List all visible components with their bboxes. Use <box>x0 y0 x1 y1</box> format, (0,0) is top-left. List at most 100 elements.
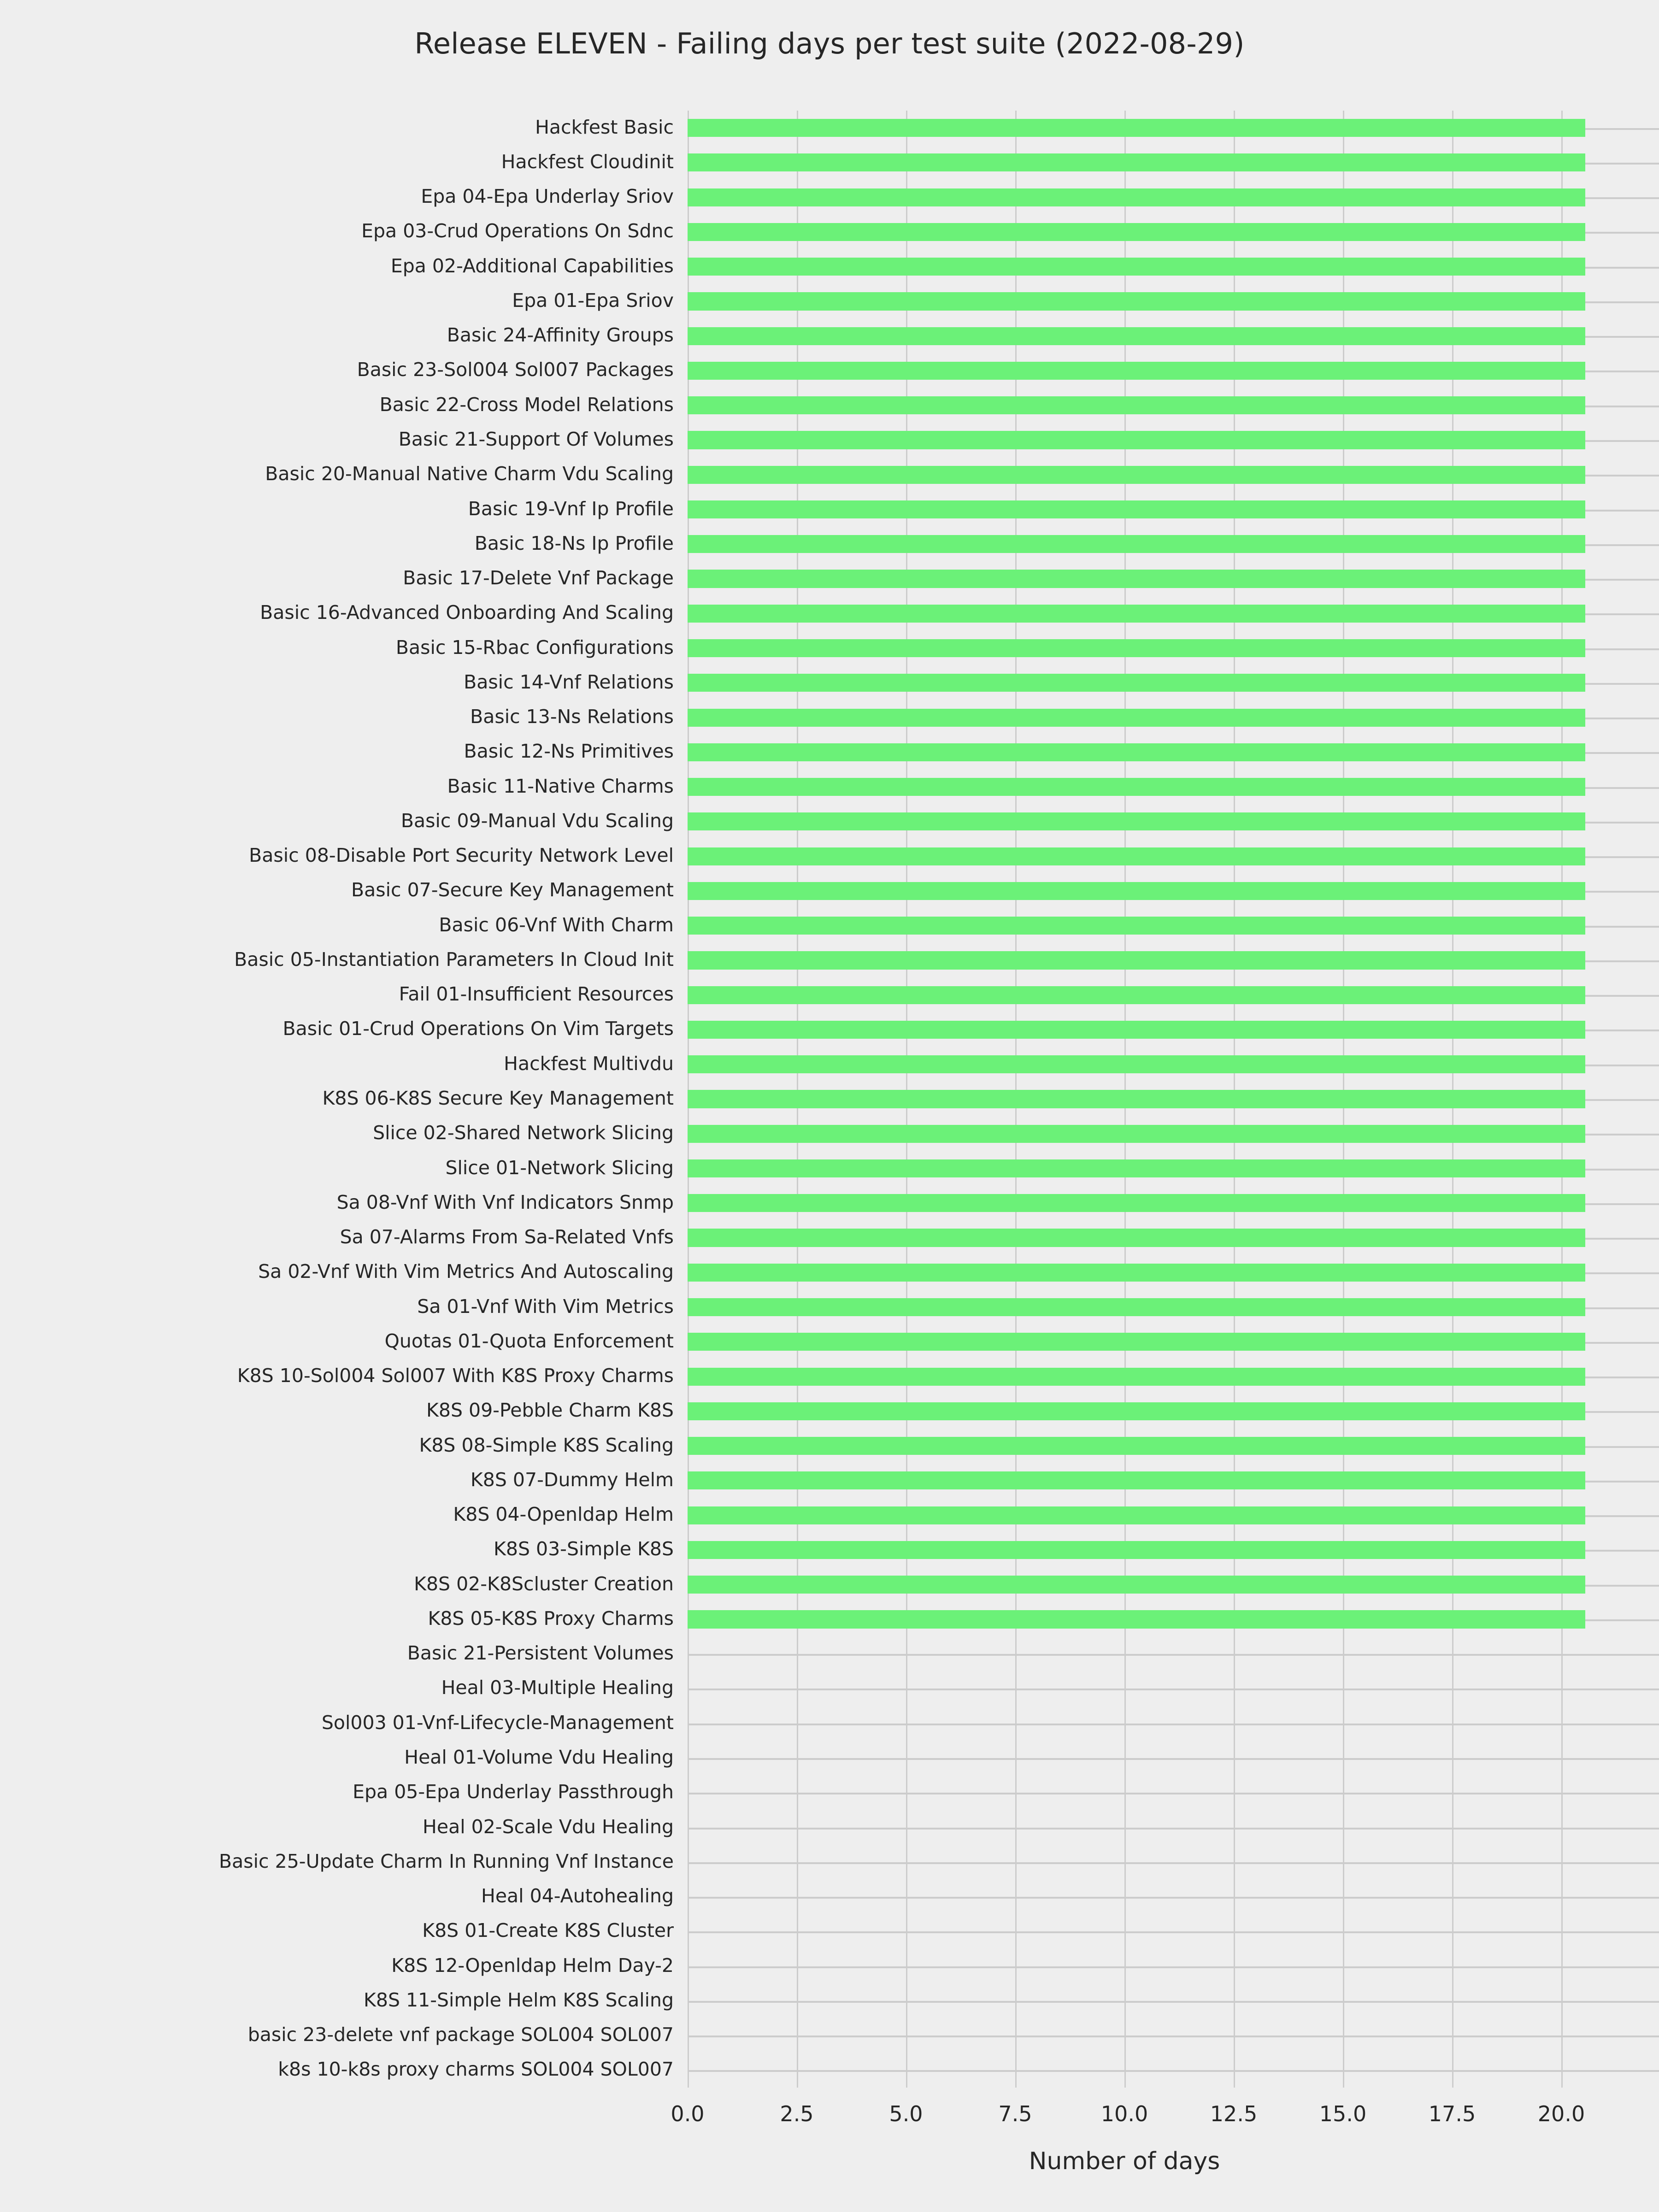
y-tick-label: K8S 08-Simple K8S Scaling <box>419 1434 674 1456</box>
bar <box>688 1020 1586 1039</box>
y-tick-label: Hackfest Cloudinit <box>501 150 674 173</box>
y-tick-label: Basic 16-Advanced Onboarding And Scaling <box>260 601 674 624</box>
y-gridline <box>688 1758 1659 1760</box>
y-tick-label: Basic 11-Native Charms <box>447 775 674 797</box>
bar <box>688 223 1586 241</box>
x-axis-label: Number of days <box>1029 2147 1220 2175</box>
y-tick-label: Quotas 01-Quota Enforcement <box>384 1330 674 1352</box>
y-gridline <box>688 1723 1659 1725</box>
bar <box>688 778 1586 796</box>
bar <box>688 1124 1586 1143</box>
y-gridline <box>688 1793 1659 1795</box>
y-tick-label: K8S 02-K8Scluster Creation <box>414 1572 674 1595</box>
y-gridline <box>688 2070 1659 2072</box>
y-tick-label: Basic 25-Update Charm In Running Vnf Ins… <box>219 1850 674 1872</box>
bar <box>688 465 1586 484</box>
y-gridline <box>688 1654 1659 1656</box>
y-tick-label: Basic 21-Persistent Volumes <box>407 1642 674 1665</box>
y-tick-label: Basic 13-Ns Relations <box>470 706 674 728</box>
y-tick-label: K8S 09-Pebble Charm K8S <box>426 1399 674 1422</box>
y-tick-label: Slice 01-Network Slicing <box>445 1156 674 1179</box>
bar <box>688 1333 1586 1351</box>
y-tick-label: Basic 01-Crud Operations On Vim Targets <box>282 1018 674 1040</box>
y-tick-label: Epa 05-Epa Underlay Passthrough <box>353 1781 674 1803</box>
y-tick-label: K8S 01-Create K8S Cluster <box>422 1919 674 1942</box>
y-gridline <box>688 1688 1659 1691</box>
bar <box>688 292 1586 311</box>
bar <box>688 882 1586 900</box>
y-tick-label: Epa 02-Additional Capabilities <box>390 254 674 277</box>
bar <box>688 327 1586 345</box>
y-tick-label: Heal 04-Autohealing <box>481 1885 674 1907</box>
y-tick-label: Hackfest Multivdu <box>504 1052 674 1075</box>
bar <box>688 812 1586 831</box>
bar <box>688 396 1586 415</box>
bar <box>688 535 1586 553</box>
bar <box>688 917 1586 935</box>
y-tick-label: Basic 12-Ns Primitives <box>464 740 674 763</box>
bar <box>688 1194 1586 1212</box>
y-axis-tick-labels: Hackfest Basic Hackfest Cloudinit Epa 04-E… <box>0 111 674 2088</box>
y-tick-label: Basic 20-Manual Native Charm Vdu Scaling <box>265 463 674 485</box>
bar <box>688 1610 1586 1629</box>
bar <box>688 570 1586 588</box>
bar <box>688 1541 1586 1559</box>
bar <box>688 743 1586 761</box>
y-gridline <box>688 1897 1659 1899</box>
y-tick-label: k8s 10-k8s proxy charms SOL004 SOL007 <box>278 2058 674 2081</box>
y-gridline <box>688 2000 1659 2003</box>
y-tick-label: Heal 01-Volume Vdu Healing <box>404 1746 674 1768</box>
bar <box>688 1506 1586 1524</box>
y-gridline <box>688 1966 1659 1968</box>
y-tick-label: Epa 03-Crud Operations On Sdnc <box>361 220 674 242</box>
bar <box>688 674 1586 692</box>
y-tick-label: Epa 01-Epa Sriov <box>512 289 674 312</box>
y-tick-label: Basic 15-Rbac Configurations <box>395 636 674 659</box>
y-tick-label: Hackfest Basic <box>535 116 674 138</box>
bar <box>688 188 1586 206</box>
bar <box>688 1229 1586 1247</box>
y-tick-label: Sa 08-Vnf With Vnf Indicators Snmp <box>336 1191 674 1213</box>
y-tick-label: K8S 03-Simple K8S <box>493 1538 674 1560</box>
y-tick-label: K8S 07-Dummy Helm <box>470 1468 674 1491</box>
bar <box>688 708 1586 727</box>
plot-area <box>688 111 1659 2088</box>
y-tick-label: K8S 05-K8S Proxy Charms <box>428 1607 674 1630</box>
bar <box>688 431 1586 449</box>
bar <box>688 1263 1586 1282</box>
y-tick-label: Basic 14-Vnf Relations <box>464 671 674 693</box>
y-tick-label: Sa 01-Vnf With Vim Metrics <box>417 1295 674 1318</box>
bar <box>688 500 1586 519</box>
y-tick-label: basic 23-delete vnf package SOL004 SOL00… <box>247 2024 674 2046</box>
y-tick-label: Heal 03-Multiple Healing <box>441 1677 674 1699</box>
x-tick-label: 10.0 <box>1100 2101 1148 2126</box>
y-tick-label: Basic 08-Disable Port Security Network L… <box>249 844 674 867</box>
x-tick-label: 7.5 <box>998 2101 1032 2126</box>
y-tick-label: Basic 05-Instantiation Parameters In Clo… <box>234 948 674 971</box>
y-tick-label: Basic 07-Secure Key Management <box>351 879 674 901</box>
y-tick-label: K8S 04-Openldap Helm <box>453 1503 674 1526</box>
x-tick-label: 5.0 <box>889 2101 923 2126</box>
bar <box>688 258 1586 276</box>
bar <box>688 1402 1586 1420</box>
y-tick-label: Slice 02-Shared Network Slicing <box>373 1122 674 1144</box>
y-tick-label: Sa 02-Vnf With Vim Metrics And Autoscali… <box>258 1260 674 1283</box>
y-tick-label: Basic 21-Support Of Volumes <box>398 428 674 450</box>
bar <box>688 361 1586 380</box>
y-tick-label: Basic 24-Affinity Groups <box>447 324 674 347</box>
y-tick-label: Sa 07-Alarms From Sa-Related Vnfs <box>340 1226 674 1248</box>
y-tick-label: Basic 19-Vnf Ip Profile <box>468 497 674 520</box>
y-tick-label: K8S 11-Simple Helm K8S Scaling <box>364 1988 674 2011</box>
y-gridline <box>688 1827 1659 1830</box>
y-tick-label: Heal 02-Scale Vdu Healing <box>423 1815 674 1838</box>
x-tick-label: 17.5 <box>1428 2101 1476 2126</box>
y-tick-label: Basic 09-Manual Vdu Scaling <box>400 809 674 832</box>
bar <box>688 1090 1586 1108</box>
bar <box>688 1437 1586 1455</box>
bar <box>688 153 1586 172</box>
y-tick-label: Basic 18-Ns Ip Profile <box>474 532 674 554</box>
bar <box>688 1471 1586 1490</box>
x-tick-label: 0.0 <box>671 2101 705 2126</box>
bar <box>688 1298 1586 1317</box>
